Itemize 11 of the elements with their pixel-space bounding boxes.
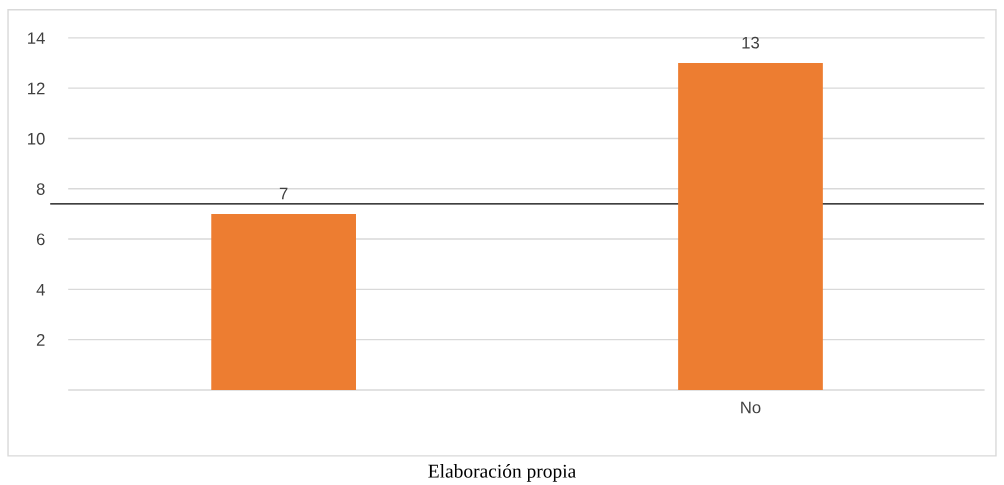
y-tick-label: 2 bbox=[36, 334, 45, 346]
y-tick-label: 4 bbox=[36, 283, 45, 296]
y-tick-label: 6 bbox=[36, 233, 45, 246]
x-tick-label: No bbox=[741, 401, 761, 414]
data-label: 7 bbox=[279, 187, 288, 200]
y-tick-label: 10 bbox=[28, 132, 45, 145]
data-label: 13 bbox=[742, 36, 760, 49]
text: Elaboración propia bbox=[428, 464, 576, 482]
y-tick-label: 14 bbox=[28, 32, 45, 44]
y-tick-label: 8 bbox=[36, 183, 45, 195]
y-tick-label: 12 bbox=[28, 82, 45, 95]
